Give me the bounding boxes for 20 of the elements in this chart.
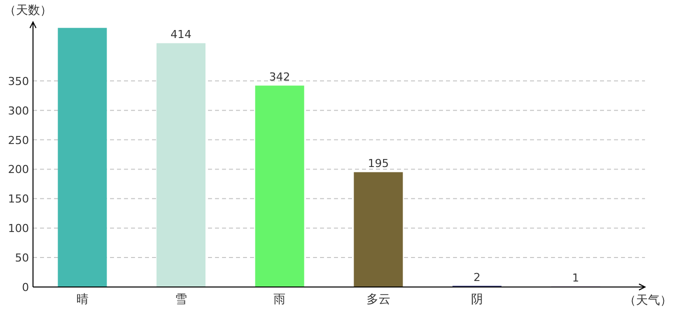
x-tick-label: 晴	[76, 292, 88, 306]
y-tick-label: 50	[15, 252, 29, 265]
data-label: 195	[368, 157, 389, 170]
data-label: 414	[170, 28, 192, 42]
y-tick-label: 350	[8, 74, 29, 88]
x-tick-label: 阴	[471, 292, 483, 306]
y-tick-label: 100	[8, 222, 29, 236]
x-tick-label: 雪	[175, 292, 187, 306]
y-tick-label: 300	[8, 104, 29, 118]
data-label: 342	[269, 70, 290, 84]
y-tick-label: 150	[8, 192, 29, 206]
y-axis-title: （天数）	[4, 3, 52, 17]
y-tick-label: 250	[8, 134, 29, 147]
y-tick-label: 200	[8, 163, 29, 176]
x-tick-label: 多云	[366, 292, 390, 306]
data-label: 1	[572, 271, 580, 284]
y-tick-label: 0	[22, 281, 29, 294]
x-tick-label: 雨	[274, 292, 286, 306]
x-axis-title: （天气）	[624, 293, 672, 307]
data-label: 2	[474, 270, 480, 284]
